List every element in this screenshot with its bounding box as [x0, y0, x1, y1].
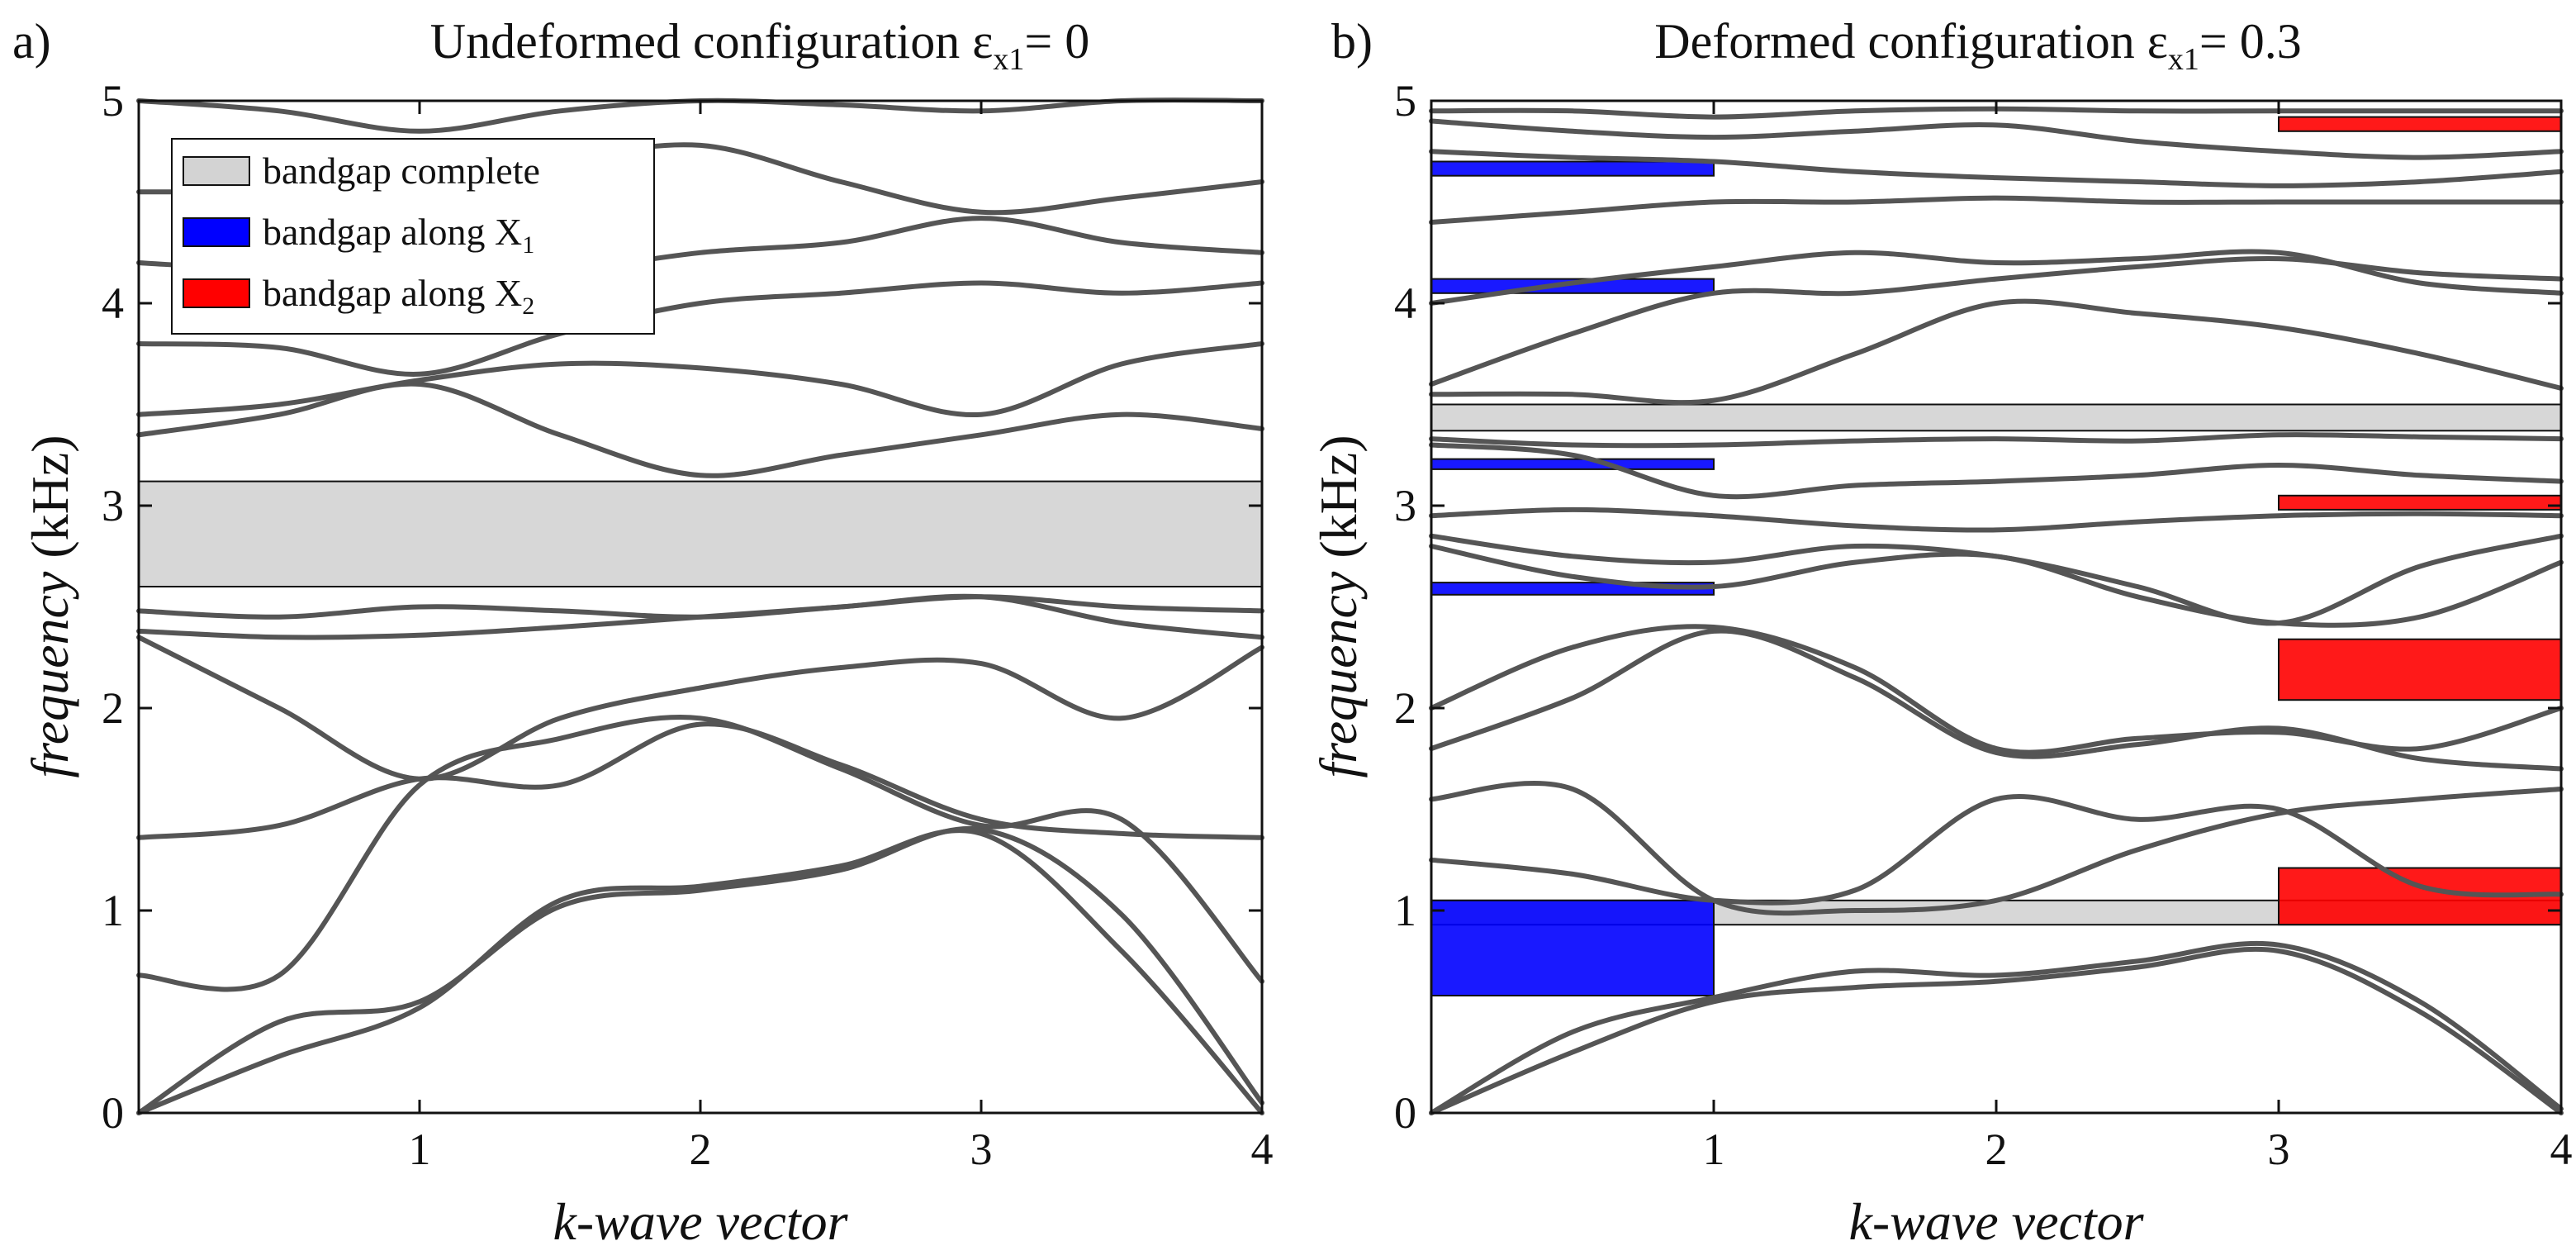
panel-a-x-axis-title: k-wave vector [553, 1192, 848, 1251]
panel-b-bandgap-along-X1-4 [1430, 458, 1715, 470]
panel-a-y-tick-label-4: 4 [102, 278, 124, 328]
panel-a-x-tick-label-3: 3 [970, 1124, 993, 1174]
panel-a-y-tick-label-5: 5 [102, 76, 124, 126]
panel-a-x-tick-label-2: 2 [690, 1124, 712, 1174]
panel-b-band-curve-13 [1429, 255, 2564, 387]
panel-a-y-axis-title: frequency (kHz) [21, 435, 79, 777]
panel-b-y-tick-label-2: 2 [1394, 683, 1416, 733]
legend-label-x1: bandgap along X1 [263, 211, 534, 259]
panel-b-ticks: 1 2 3 4 0 1 2 3 4 5 [1394, 76, 2573, 1174]
panel-a-band-curve-9 [136, 341, 1264, 418]
panel-b-band-curve-11 [1429, 432, 2564, 449]
panel-a-band-curve-1 [136, 828, 1264, 1115]
panel-b-bandgap-along-X2-8 [2278, 638, 2562, 701]
panel-b-label: b) [1331, 14, 1373, 69]
panel-b-band-curve-10 [1429, 442, 2564, 500]
panel-a-label: a) [12, 14, 51, 69]
panel-a-band-curve-3 [136, 714, 1264, 992]
panel-b-bandgap-along-X2-9 [2278, 494, 2562, 511]
panel-b-y-axis-title: frequency (kHz) [1309, 435, 1368, 777]
panel-b-x-tick-label-2: 2 [1985, 1124, 2008, 1174]
panel-b-band-curve-15 [1429, 195, 2564, 225]
panel-b-bandgap-complete-0 [1430, 403, 2562, 432]
panel-b-band-curve-2 [1429, 940, 2564, 1115]
panel-a-band-curve-2 [136, 825, 1264, 1115]
panel-b-band-curve-17 [1429, 118, 2564, 160]
panel-b-band-curve-8 [1429, 533, 2564, 626]
panel-a-bandgap-complete-0 [138, 480, 1263, 587]
panel-a-y-tick-label-3: 3 [102, 481, 124, 530]
panel-b-title: Deformed configuration εx1= 0.3 [1654, 14, 2302, 77]
panel-b-band-curve-4 [1429, 781, 2564, 916]
panel-b-band-curve-16 [1429, 149, 2564, 188]
panel-b: b) Deformed configuration εx1= 0.3 1 2 3 4 0… [1309, 14, 2573, 1251]
panel-b-x-axis-title: k-wave vector [1848, 1192, 2144, 1251]
panel-b-band-curve-1 [1429, 946, 2564, 1115]
panel-b-y-tick-label-5: 5 [1394, 76, 1416, 126]
panel-a-title: Undeformed configuration εx1= 0 [430, 14, 1090, 77]
panel-a-band-curve-5 [136, 635, 1264, 782]
panel-a-ticks: 1 2 3 4 0 1 2 3 4 5 [102, 76, 1274, 1174]
panel-a-y-tick-label-0: 0 [102, 1088, 124, 1138]
panel-a-band-curve-8 [136, 381, 1264, 478]
panel-b-y-tick-label-4: 4 [1394, 278, 1416, 328]
panel-b-x-tick-label-3: 3 [2268, 1124, 2290, 1174]
panel-a-band-curve-4 [136, 721, 1264, 840]
legend-swatch-x1 [183, 217, 250, 247]
panel-b-bandgap-along-X2-10 [2278, 116, 2562, 132]
panel-b-bandgap-along-X1-2 [1430, 899, 1715, 997]
legend: bandgap complete bandgap along X1 bandga… [171, 138, 655, 335]
panel-b-bandgap-along-X1-6 [1430, 160, 1715, 177]
panel-b-band-curve-14 [1429, 249, 2564, 306]
panel-a-x-tick-label-1: 1 [409, 1124, 431, 1174]
panel-a-y-tick-label-1: 1 [102, 886, 124, 935]
panel-b-y-tick-label-3: 3 [1394, 481, 1416, 530]
panel-b-x-tick-label-1: 1 [1703, 1124, 1725, 1174]
legend-swatch-complete [183, 156, 250, 186]
panel-a-x-tick-label-4: 4 [1251, 1124, 1274, 1174]
legend-box [171, 138, 655, 335]
panel-b-band-curve-6 [1429, 624, 2564, 755]
panel-b-x-tick-label-4: 4 [2550, 1124, 2573, 1174]
panel-b-bandgaps [1430, 116, 2562, 997]
panel-b-band-curve-9 [1429, 506, 2564, 533]
panel-a-band-curve-10 [136, 280, 1264, 377]
panel-a-bandgaps [138, 480, 1263, 587]
panel-a-band-curve-7 [136, 594, 1264, 620]
legend-label-complete: bandgap complete [263, 150, 540, 192]
panel-b-y-tick-label-0: 0 [1394, 1088, 1416, 1138]
panel-a-y-tick-label-2: 2 [102, 683, 124, 733]
panel-a: a) Undeformed configuration εx1= 0 1 2 3 4 0… [12, 14, 1274, 1251]
legend-label-x2: bandgap along X2 [263, 272, 534, 320]
panel-b-band-curves [1429, 106, 2564, 1115]
legend-swatch-x2 [183, 278, 250, 308]
panel-b-band-curve-3 [1429, 794, 2564, 906]
panel-b-y-tick-label-1: 1 [1394, 886, 1416, 935]
panel-b-band-curve-12 [1429, 298, 2564, 406]
